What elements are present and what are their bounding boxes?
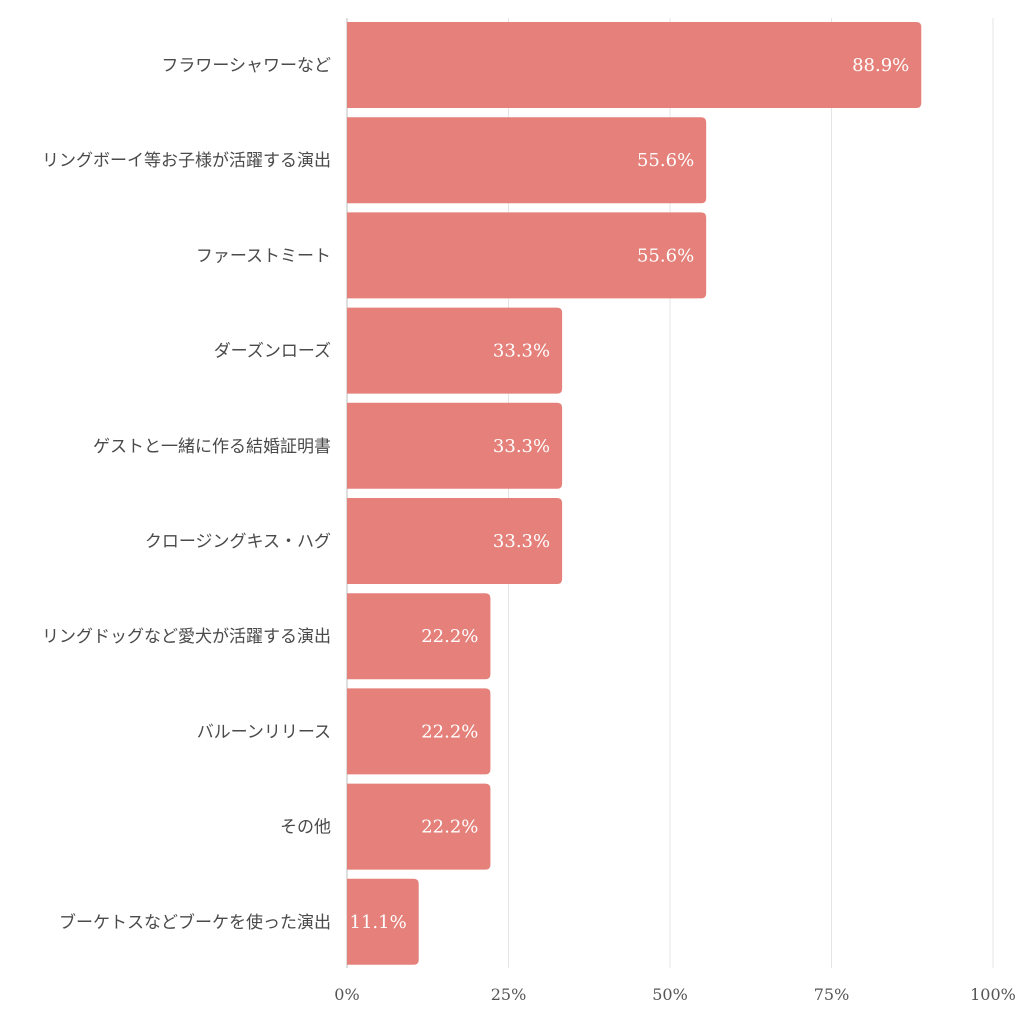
value-label: 11.1% xyxy=(350,912,407,933)
bar xyxy=(347,498,563,584)
bar xyxy=(347,307,563,394)
bar xyxy=(347,402,563,489)
value-label: 22.2% xyxy=(421,721,478,742)
value-label: 55.6% xyxy=(637,150,694,171)
bar xyxy=(347,593,491,680)
bar xyxy=(347,878,419,965)
category-label: リングドッグなど愛犬が活躍する演出 xyxy=(42,627,331,647)
bar xyxy=(347,688,491,775)
bar xyxy=(347,783,491,870)
category-label: ゲストと一緒に作る結婚証明書 xyxy=(93,437,331,457)
bar xyxy=(347,117,707,204)
value-label: 88.9% xyxy=(852,55,909,76)
value-label: 22.2% xyxy=(421,626,478,647)
value-label: 33.3% xyxy=(493,531,550,552)
bars xyxy=(347,22,922,965)
x-tick-label: 100% xyxy=(970,985,1016,1004)
x-tick-label: 0% xyxy=(334,985,359,1004)
x-tick-label: 75% xyxy=(814,985,850,1004)
value-labels: 88.9% 55.6% 55.6% 33.3% 33.3% 33.3% 22.2% 22.2%… xyxy=(350,55,910,933)
value-label: 33.3% xyxy=(493,436,550,457)
category-label: バルーンリリース xyxy=(197,722,331,742)
x-axis-ticks: 0% 25% 50% 75% 100% xyxy=(334,985,1016,1004)
value-label: 55.6% xyxy=(637,245,694,266)
category-labels: フラワーシャワーなどリングボーイ等お子様が活躍する演出ファーストミートダーズンロ… xyxy=(42,56,331,933)
category-label: ダーズンローズ xyxy=(214,342,331,362)
category-label: ファーストミート xyxy=(196,246,331,266)
category-label: リングボーイ等お子様が活躍する演出 xyxy=(42,151,331,171)
category-label: ブーケトスなどブーケを使った演出 xyxy=(59,912,331,933)
x-tick-label: 25% xyxy=(491,985,527,1004)
x-tick-label: 50% xyxy=(652,985,688,1004)
category-label: フラワーシャワーなど xyxy=(161,56,331,76)
bar xyxy=(347,22,922,108)
value-label: 33.3% xyxy=(493,341,550,362)
bar xyxy=(347,212,707,299)
category-label: クロージングキス・ハグ xyxy=(145,532,331,552)
category-label: その他 xyxy=(280,818,331,838)
value-label: 22.2% xyxy=(421,817,478,838)
